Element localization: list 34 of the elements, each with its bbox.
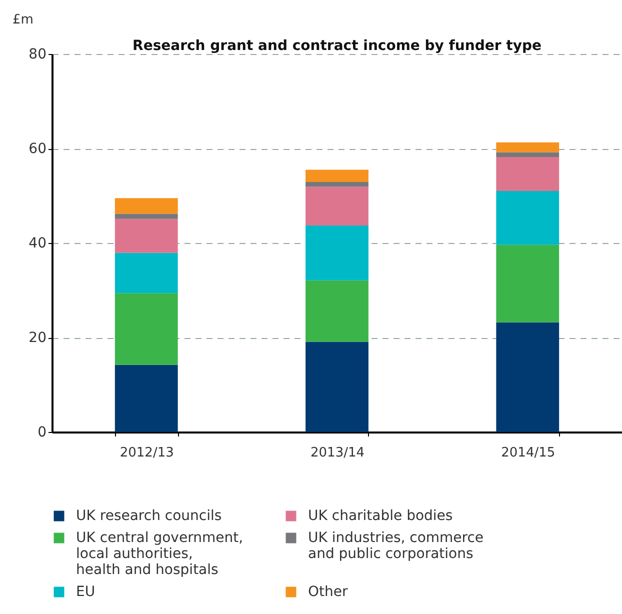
bar xyxy=(306,342,368,432)
legend-label: UK central government, local authorities, health and hospitals xyxy=(76,530,244,578)
bar xyxy=(114,214,178,219)
bar xyxy=(496,191,560,245)
x-tick-label: 2012/13 xyxy=(120,446,174,460)
legend-label: UK research councils xyxy=(76,508,222,524)
y-tick-label: 80 xyxy=(28,46,46,62)
legend-label: Other xyxy=(308,584,348,600)
bar xyxy=(496,142,560,152)
y-axis-title: £m xyxy=(12,12,34,28)
y-tick-label: 40 xyxy=(28,236,46,252)
y-tick-label: 0 xyxy=(38,424,46,440)
bar xyxy=(306,186,368,226)
x-tick-label: 2014/15 xyxy=(501,446,556,460)
bar xyxy=(114,218,178,253)
bar xyxy=(496,157,560,192)
bar xyxy=(114,198,178,214)
legend-label: UK charitable bodies xyxy=(308,508,453,524)
legend-label: UK industries, commerce and public corporations xyxy=(308,530,484,562)
bar xyxy=(114,364,178,432)
y-tick-label: 60 xyxy=(28,141,46,157)
bar xyxy=(114,293,178,365)
legend-label: EU xyxy=(76,584,96,600)
bar xyxy=(306,280,368,342)
bar xyxy=(306,182,368,187)
x-tick-label: 2013/14 xyxy=(310,446,365,460)
bar xyxy=(114,252,178,294)
bar xyxy=(496,322,560,432)
bar xyxy=(496,244,560,322)
bar xyxy=(306,226,368,280)
chart-title: Research grant and contract income by funder type xyxy=(132,38,542,54)
y-tick-label: 20 xyxy=(28,330,46,346)
bar xyxy=(496,152,560,158)
bar xyxy=(306,170,368,182)
